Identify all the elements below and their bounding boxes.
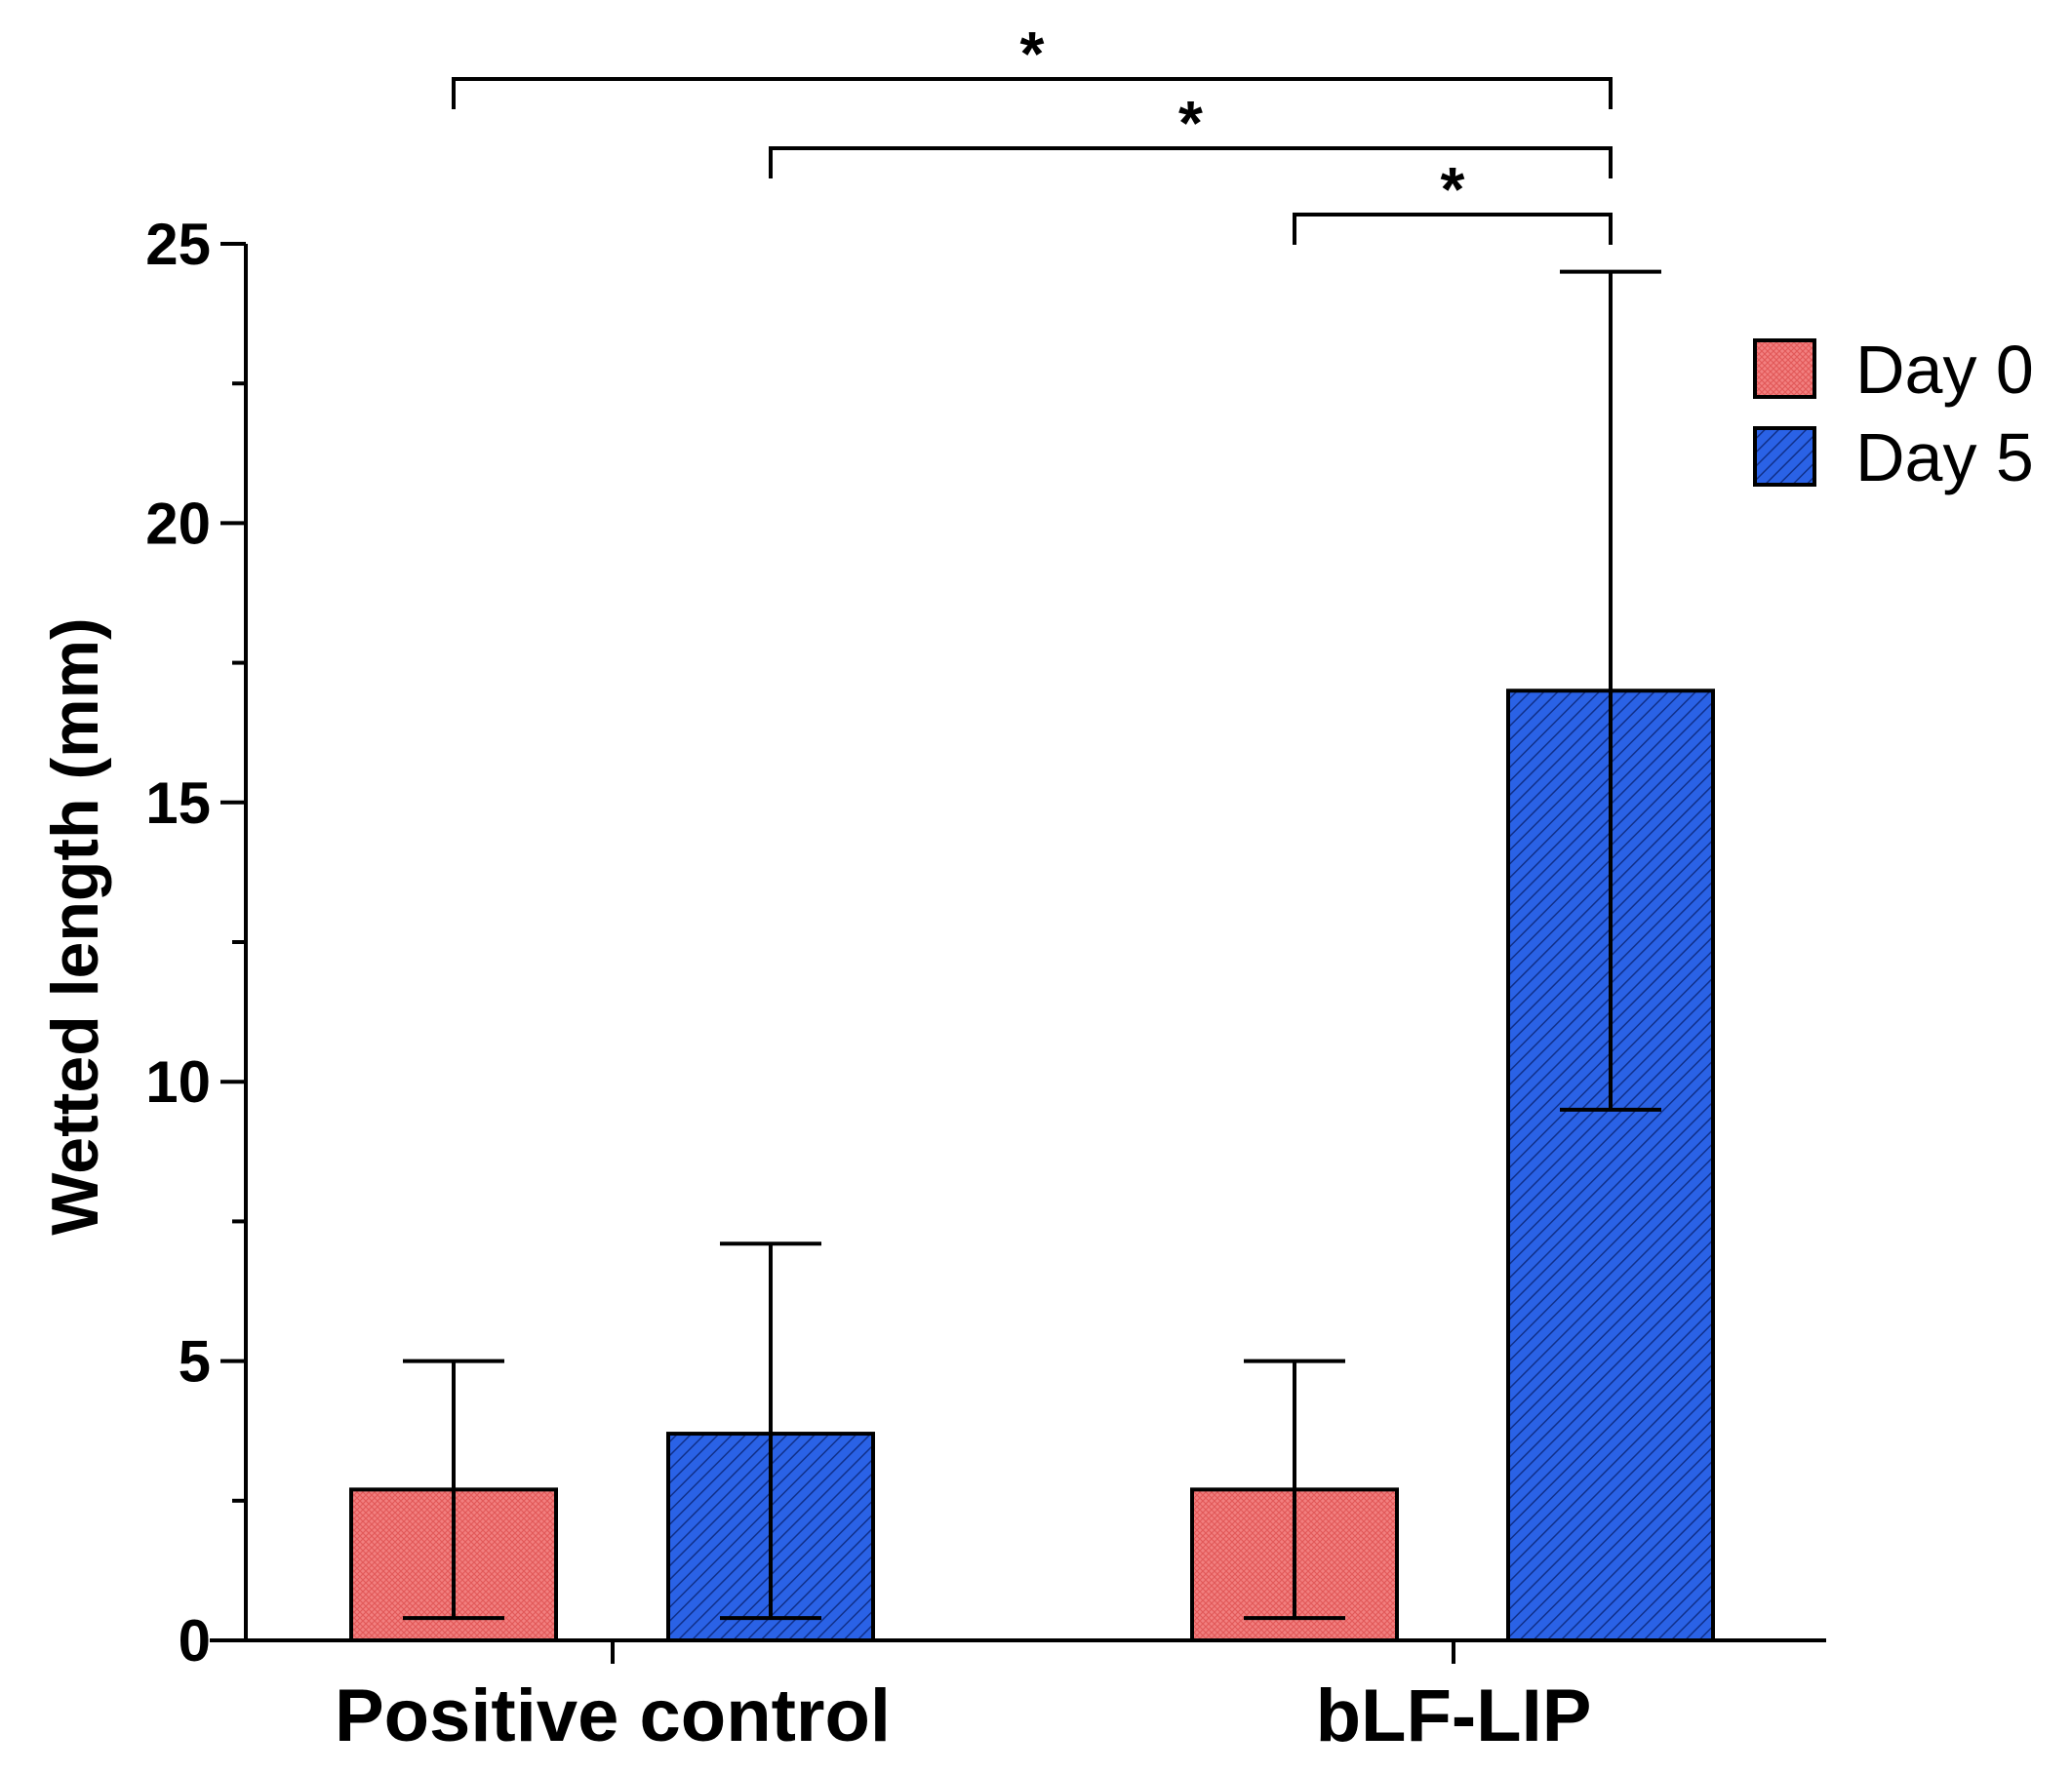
significance-bracket bbox=[452, 77, 1613, 109]
y-tick-label: 10 bbox=[145, 1049, 211, 1115]
y-tick-label: 0 bbox=[179, 1608, 211, 1674]
legend-swatch-day5 bbox=[1753, 426, 1816, 487]
significance-bracket bbox=[1293, 213, 1613, 245]
legend-label: Day 5 bbox=[1855, 419, 2034, 495]
significance-star: * bbox=[1178, 88, 1203, 158]
y-tick-label: 15 bbox=[145, 770, 211, 836]
significance-bracket bbox=[769, 146, 1613, 178]
significance-star: * bbox=[1020, 19, 1045, 89]
significance-star: * bbox=[1441, 154, 1465, 224]
x-tick-label: Positive control bbox=[335, 1674, 891, 1757]
y-tick-label: 5 bbox=[179, 1329, 211, 1395]
x-tick-label: bLF-LIP bbox=[1316, 1674, 1592, 1757]
y-tick-label: 25 bbox=[145, 212, 211, 277]
legend-label: Day 0 bbox=[1855, 332, 2034, 408]
y-axis-label: Wetted length (mm) bbox=[38, 617, 112, 1235]
y-tick-label: 20 bbox=[145, 491, 211, 556]
legend-swatch-day0 bbox=[1753, 338, 1816, 399]
